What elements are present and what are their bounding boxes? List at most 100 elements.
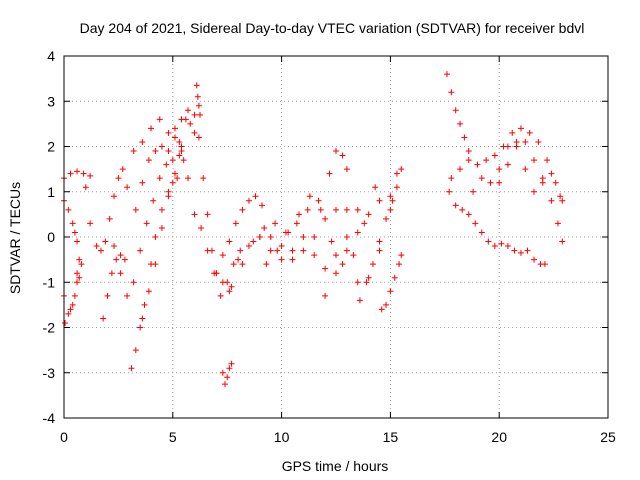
data-point [219,369,226,376]
data-point [69,301,76,308]
data-point [343,166,350,173]
data-point [139,179,146,186]
data-point [457,166,464,173]
data-point [200,175,207,182]
data-point [548,197,555,204]
data-point [139,138,146,145]
data-point [113,256,120,263]
data-point [448,89,455,96]
x-tick-label: 5 [169,429,177,445]
data-point [119,166,126,173]
data-point [491,152,498,159]
data-point [387,288,394,295]
y-tick-label: -1 [43,274,56,290]
data-point [197,111,203,118]
data-point [124,184,131,191]
x-tick-label: 15 [383,429,399,445]
data-point [278,243,285,250]
y-tick-labels: -4 -3 -2 -1 0 1 2 3 4 [43,48,56,426]
data-point [76,274,83,281]
chart-title: Day 204 of 2021, Sidereal Day-to-day VTE… [80,20,585,36]
data-point [259,202,266,209]
data-point [350,252,357,259]
data-point [389,197,396,204]
data-point [106,215,113,222]
series-arc-12 [174,111,233,295]
x-axis-label: GPS time / hours [282,458,389,474]
data-point [296,211,303,218]
data-point [180,157,187,164]
data-point [531,188,538,195]
data-point [178,143,185,150]
data-point [65,310,72,317]
data-point [391,274,398,281]
data-point [461,134,468,141]
series-arc-4 [62,274,83,326]
data-point [182,116,189,123]
data-point [115,175,122,182]
series-arc-21 [322,170,400,299]
data-point [311,234,318,240]
data-point [285,229,292,236]
data-point [226,238,233,245]
data-point [141,301,148,308]
data-point [524,247,531,254]
data-point [452,107,459,114]
data-point [74,279,81,286]
data-point [511,247,518,254]
y-tick-label: 3 [47,93,55,109]
data-point [322,215,329,222]
data-point [487,179,494,186]
data-point [232,220,239,227]
data-point [465,211,472,218]
data-point [156,116,163,123]
data-point [219,252,226,259]
data-point [522,166,529,173]
data-point [522,138,529,145]
data-point [71,292,78,299]
x-tick-labels: 0 5 10 15 20 25 [60,429,616,445]
data-point [322,292,329,299]
data-point [483,157,490,164]
data-point [230,261,237,268]
data-point [559,238,566,245]
data-point [498,240,505,247]
plot-frame [63,55,609,419]
series-arc-15 [213,193,266,277]
data-point [111,243,118,250]
data-point [315,197,322,204]
data-point [171,125,178,132]
data-point [457,120,464,127]
data-point [121,256,128,263]
data-point [82,184,89,191]
data-point [356,297,363,304]
data-point [372,184,379,191]
y-tick-label: 2 [47,139,55,155]
data-point [224,279,231,286]
data-point [478,229,485,236]
data-point [80,170,87,177]
data-point [71,229,78,236]
data-point [383,301,390,308]
y-tick-label: -2 [43,320,56,336]
data-point [171,134,178,141]
data-point [176,152,183,159]
data-point [198,224,205,231]
data-point [272,220,279,227]
data-point [378,306,385,313]
data-point [376,238,383,245]
data-point [354,206,361,213]
data-point [554,220,561,227]
data-point [187,120,194,127]
data-point [263,261,270,268]
data-point [67,306,74,313]
data-point [226,365,233,372]
data-point [376,247,383,254]
data-point [485,238,492,245]
data-point [333,270,339,277]
data-point [67,170,74,177]
series-arc-17 [228,148,350,290]
data-point [517,249,524,256]
data-point [74,238,81,245]
